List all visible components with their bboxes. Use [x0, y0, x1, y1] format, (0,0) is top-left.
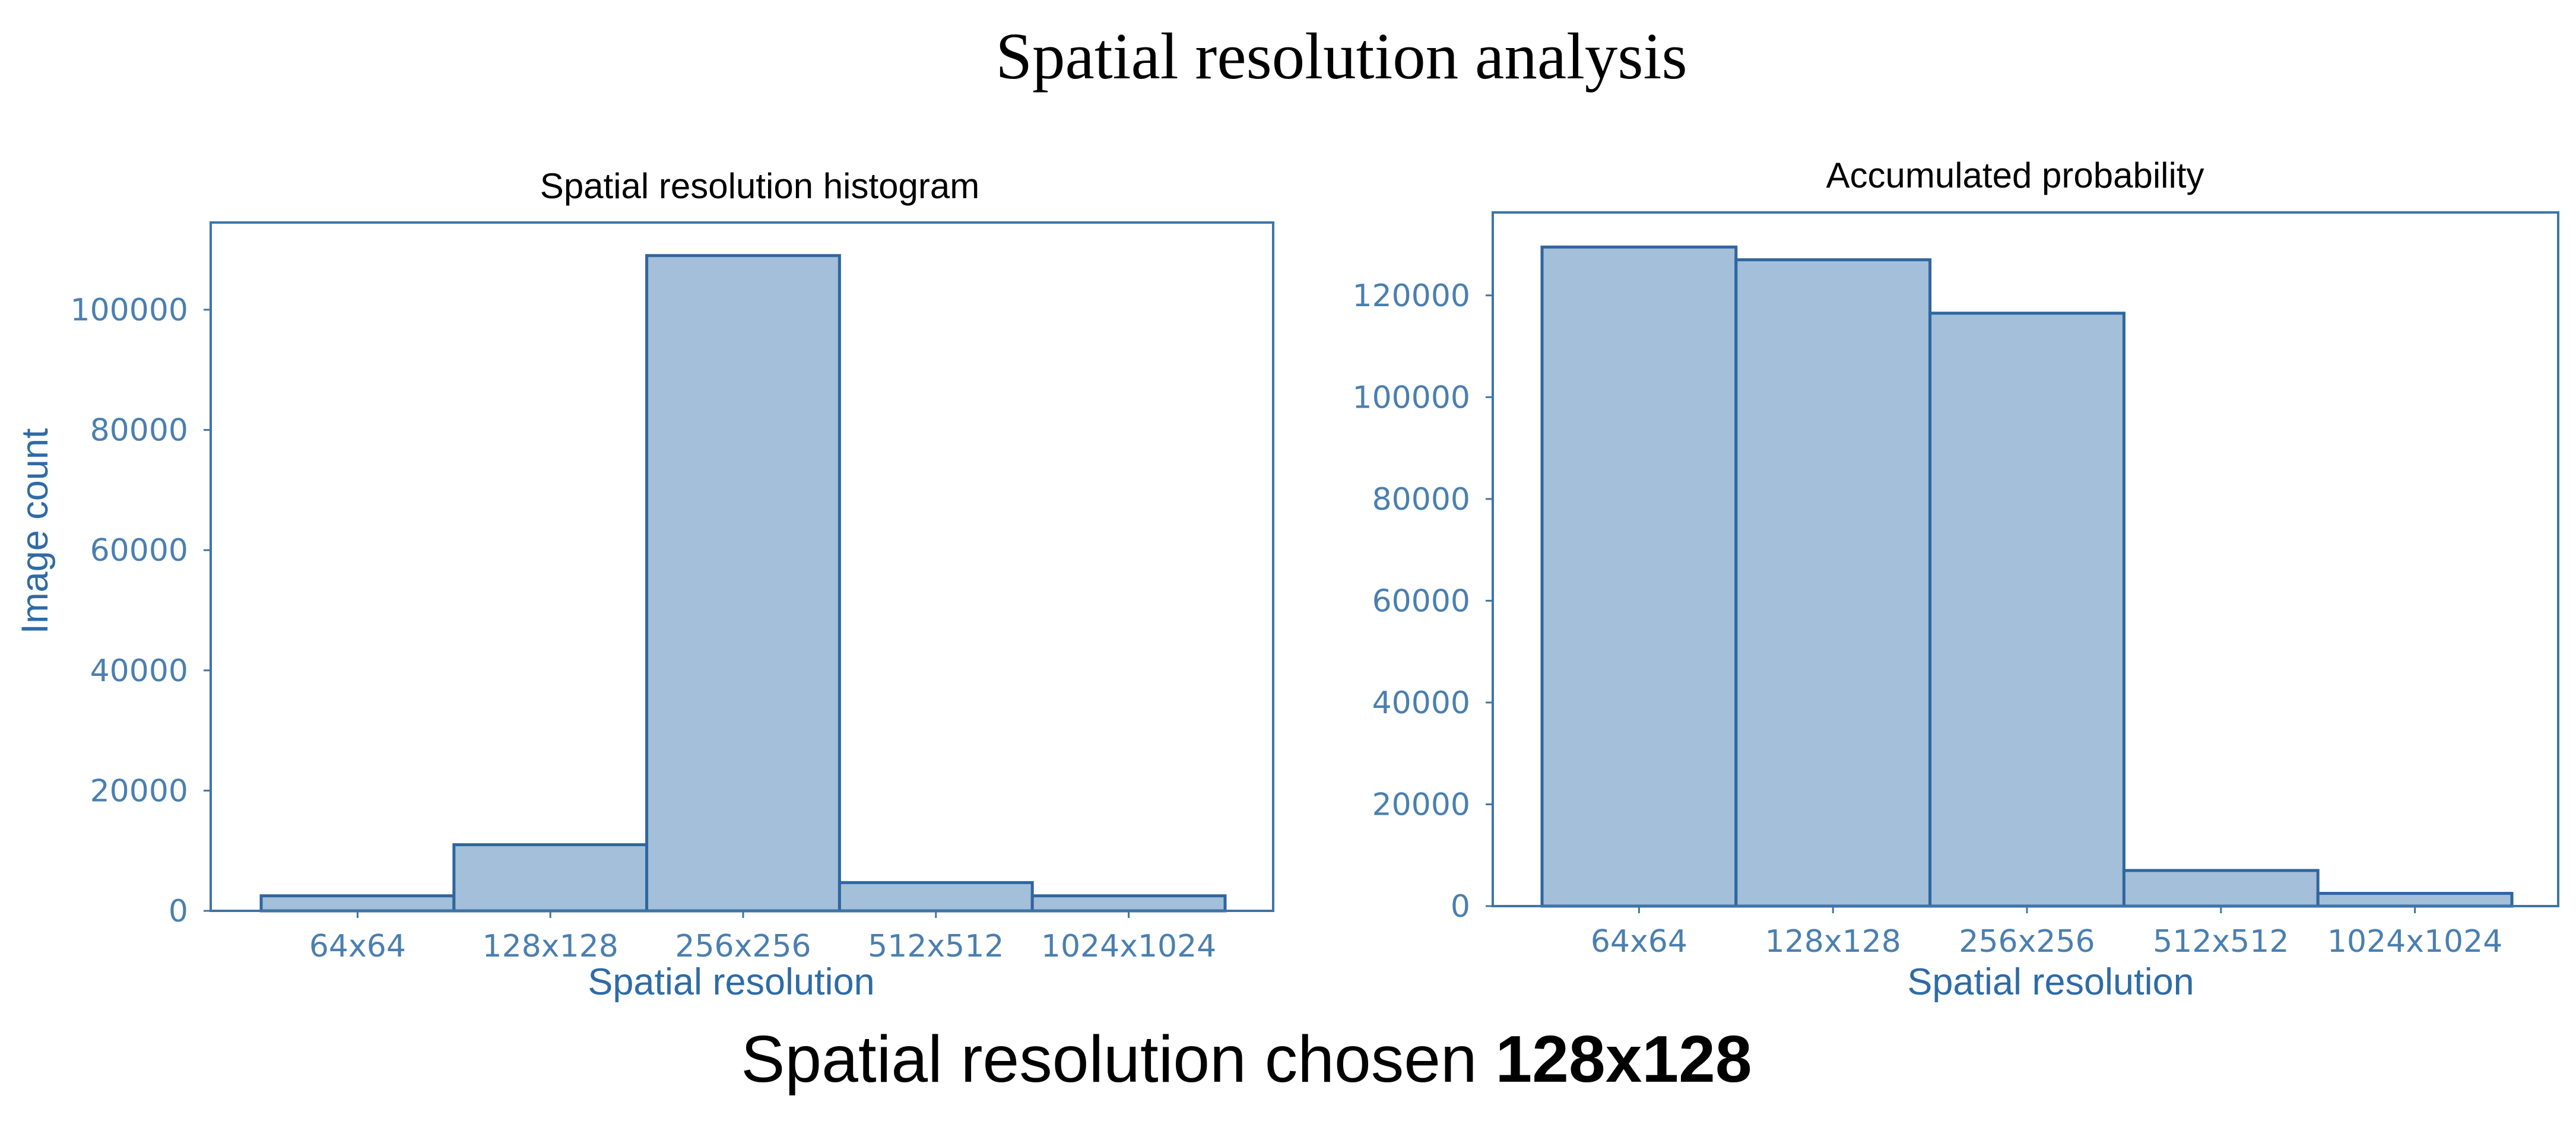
accumulated-ytick-label: 100000 [1352, 380, 1470, 415]
histogram-bar-64x64 [259, 894, 456, 913]
accumulated-ytick-label: 80000 [1372, 482, 1470, 517]
accumulated-title: Accumulated probability [1826, 155, 2204, 195]
accumulated-bar-128x128 [1734, 258, 1932, 908]
figure-title: Spatial resolution analysis [995, 20, 1687, 93]
histogram-ytick-label: 40000 [90, 653, 188, 689]
accumulated-xtick-label: 512x512 [2153, 924, 2289, 960]
footer-caption: Spatial resolution chosen 128x128 [741, 1022, 1752, 1096]
accumulated-plot-area: 0 20000 40000 60000 80000 100000 120000 64x64 12… [1352, 211, 2559, 960]
accumulated-xtick-label: 1024x1024 [2327, 924, 2502, 960]
footer-value: 128x128 [1496, 1022, 1752, 1096]
accumulated-chart: Accumulated probability Spatial resoluti… [1352, 155, 2559, 1003]
histogram-xtick-label: 512x512 [868, 929, 1004, 964]
footer-prefix: Spatial resolution chosen [741, 1022, 1495, 1096]
histogram-ytick-label: 60000 [90, 533, 188, 568]
histogram-bar-128x128 [452, 843, 649, 913]
accumulated-bar-256x256 [1928, 312, 2125, 908]
accumulated-xtick-label: 64x64 [1591, 924, 1687, 960]
accumulated-bar-1024x1024 [2316, 892, 2514, 908]
histogram-ytick-label: 100000 [70, 293, 188, 328]
histogram-xlabel: Spatial resolution [588, 961, 874, 1003]
accumulated-ytick-label: 120000 [1352, 278, 1470, 314]
accumulated-bar-64x64 [1540, 245, 1738, 908]
histogram-axes-frame [210, 221, 1274, 912]
histogram-xtick-label: 128x128 [483, 929, 618, 964]
histogram-plot-area: 0 20000 40000 60000 80000 100000 64x64 128x128 2… [70, 221, 1274, 964]
histogram-ytick-label: 80000 [90, 413, 188, 449]
accumulated-xtick-label: 256x256 [1959, 924, 2095, 960]
accumulated-ytick-label: 0 [1451, 889, 1470, 925]
histogram-ytick-label: 0 [169, 894, 188, 929]
histogram-xtick-label: 64x64 [309, 929, 406, 964]
accumulated-axes-frame [1492, 211, 2559, 907]
histogram-bar-512x512 [837, 881, 1034, 913]
histogram-chart: Spatial resolution histogram Image count… [14, 166, 1274, 1003]
accumulated-ytick-label: 40000 [1372, 685, 1470, 721]
histogram-bar-256x256 [645, 254, 841, 913]
accumulated-ytick-label: 60000 [1372, 583, 1470, 619]
accumulated-xlabel: Spatial resolution [1907, 961, 2194, 1003]
accumulated-xtick-label: 128x128 [1765, 924, 1901, 960]
histogram-xtick-label: 1024x1024 [1041, 929, 1216, 964]
histogram-title: Spatial resolution histogram [540, 166, 979, 206]
accumulated-bar-512x512 [2122, 869, 2320, 908]
histogram-ytick-label: 20000 [90, 773, 188, 809]
histogram-ylabel: Image count [14, 428, 56, 634]
accumulated-ytick-label: 20000 [1372, 787, 1470, 822]
histogram-xtick-label: 256x256 [675, 929, 811, 964]
histogram-bar-1024x1024 [1030, 894, 1227, 913]
